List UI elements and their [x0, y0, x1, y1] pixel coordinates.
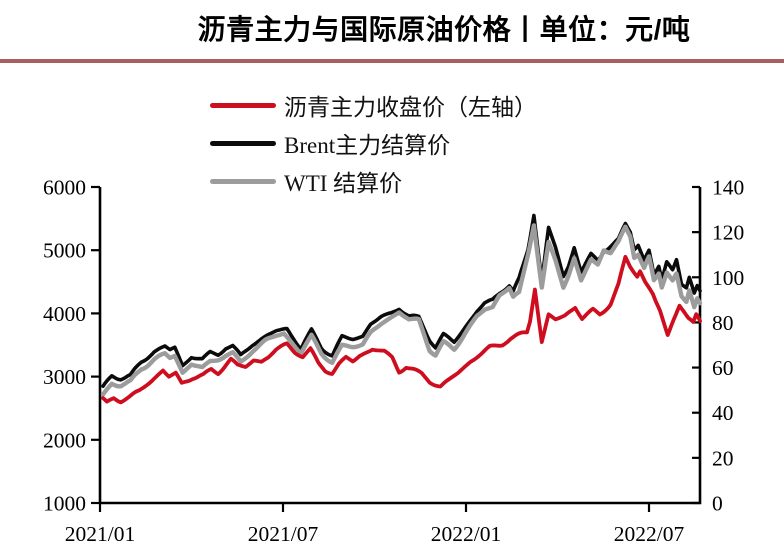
asphalt-close-line [101, 254, 702, 405]
wti-line-swatch-icon [210, 178, 276, 184]
title-underline [0, 59, 784, 63]
left-axis-tick-label: 2000 [43, 428, 86, 452]
legend-item-brent: Brent主力结算价 [210, 124, 537, 162]
x-axis-tick-label: 2022/07 [614, 522, 685, 546]
asphalt-line-swatch-icon [210, 102, 276, 108]
chart-legend: 沥青主力收盘价（左轴） Brent主力结算价 WTI 结算价 [210, 86, 537, 200]
left-axis-tick-label: 1000 [43, 492, 86, 516]
legend-label-asphalt: 沥青主力收盘价（左轴） [284, 95, 537, 120]
right-axis-tick-label: 20 [712, 446, 734, 470]
left-axis-tick-label: 6000 [43, 176, 86, 200]
right-axis-tick-label: 140 [712, 176, 744, 200]
x-axis-tick-label: 2021/01 [65, 522, 135, 546]
axes-frame [98, 187, 702, 505]
right-axis-tick-label: 120 [712, 221, 744, 245]
page-title: 沥青主力与国际原油价格丨单位：元/吨 [197, 14, 691, 45]
brent-line-swatch-icon [210, 140, 276, 146]
right-axis-tick-label: 40 [712, 401, 734, 425]
right-axis-tick-label: 80 [712, 311, 734, 335]
legend-label-brent: Brent主力结算价 [284, 133, 451, 158]
right-axis-tick-label: 60 [712, 356, 734, 380]
legend-label-wti: WTI 结算价 [284, 171, 403, 196]
right-axis-tick-label: 100 [712, 266, 744, 290]
left-axis-tick-label: 4000 [43, 302, 86, 326]
wti-settle-line [100, 223, 703, 397]
x-axis-tick-label: 2021/07 [248, 522, 319, 546]
legend-item-wti: WTI 结算价 [210, 162, 537, 200]
right-axis-tick-label: 0 [712, 492, 723, 516]
left-axis-tick-label: 3000 [43, 365, 86, 389]
left-axis-tick-label: 5000 [43, 239, 86, 263]
legend-item-asphalt: 沥青主力收盘价（左轴） [210, 86, 537, 124]
x-axis-tick-label: 2022/01 [431, 522, 501, 546]
